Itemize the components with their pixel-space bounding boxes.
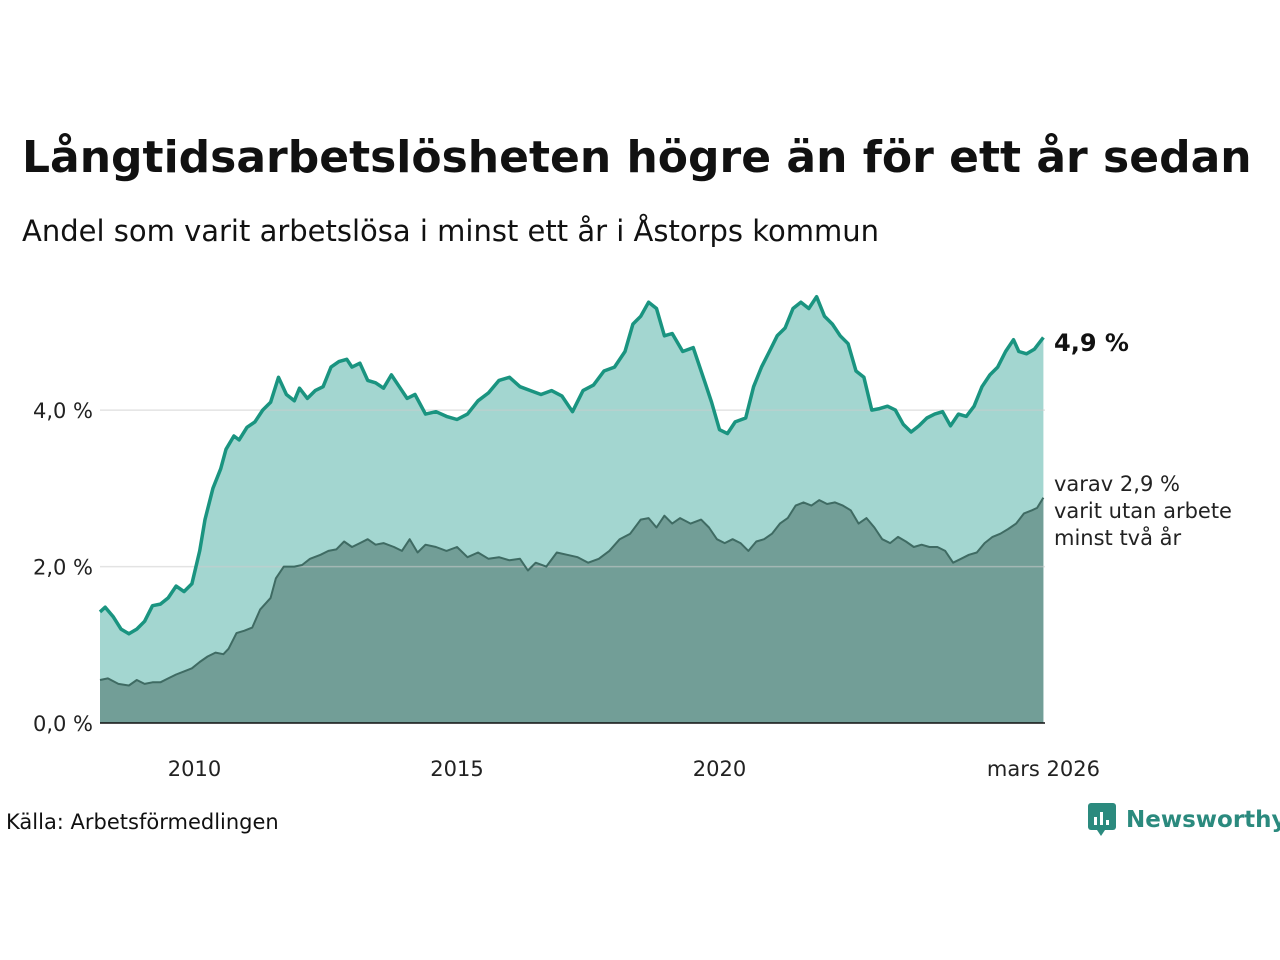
y-tick-label: 0,0 % bbox=[33, 712, 93, 736]
x-tick-label: 2020 bbox=[693, 757, 746, 781]
series-line-1 bbox=[98, 294, 1045, 636]
newsworthy-icon bbox=[1088, 803, 1116, 836]
brand-name: Newsworthy bbox=[1126, 807, 1280, 833]
source-note: Källa: Arbetsförmedlingen bbox=[6, 810, 279, 834]
chart-subtitle: Andel som varit arbetslösa i minst ett å… bbox=[22, 214, 880, 248]
end-label-total: 4,9 % bbox=[1054, 329, 1129, 357]
y-tick-label: 2,0 % bbox=[33, 556, 93, 580]
end-label-two-year: varav 2,9 % bbox=[1054, 472, 1180, 496]
label-layer: 0,0 % 2,0 % 4,0 % 2010 2015 2020 mars 2026 4,9 … bbox=[33, 329, 1232, 781]
x-tick-label: 2010 bbox=[168, 757, 221, 781]
x-tick-label: 2015 bbox=[430, 757, 483, 781]
line-layer bbox=[98, 294, 1045, 687]
end-label-two-year: varit utan arbete bbox=[1054, 499, 1232, 523]
series-line-2 bbox=[99, 497, 1045, 687]
end-label-two-year: minst två år bbox=[1054, 525, 1182, 550]
series-area-2 bbox=[100, 497, 1044, 723]
brand-logo[interactable]: Newsworthy bbox=[1088, 803, 1280, 837]
x-tick-label: mars 2026 bbox=[987, 757, 1100, 781]
y-tick-label: 4,0 % bbox=[33, 399, 93, 423]
area-layer bbox=[100, 296, 1044, 723]
chart-title: Långtidsarbetslösheten högre än för ett … bbox=[22, 132, 1252, 183]
